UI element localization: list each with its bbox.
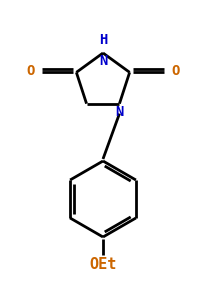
Text: O: O <box>26 64 34 78</box>
Text: OEt: OEt <box>89 257 116 272</box>
Text: H: H <box>98 33 107 47</box>
Text: O: O <box>171 64 179 78</box>
Text: N: N <box>115 105 123 119</box>
Text: N: N <box>98 54 107 68</box>
